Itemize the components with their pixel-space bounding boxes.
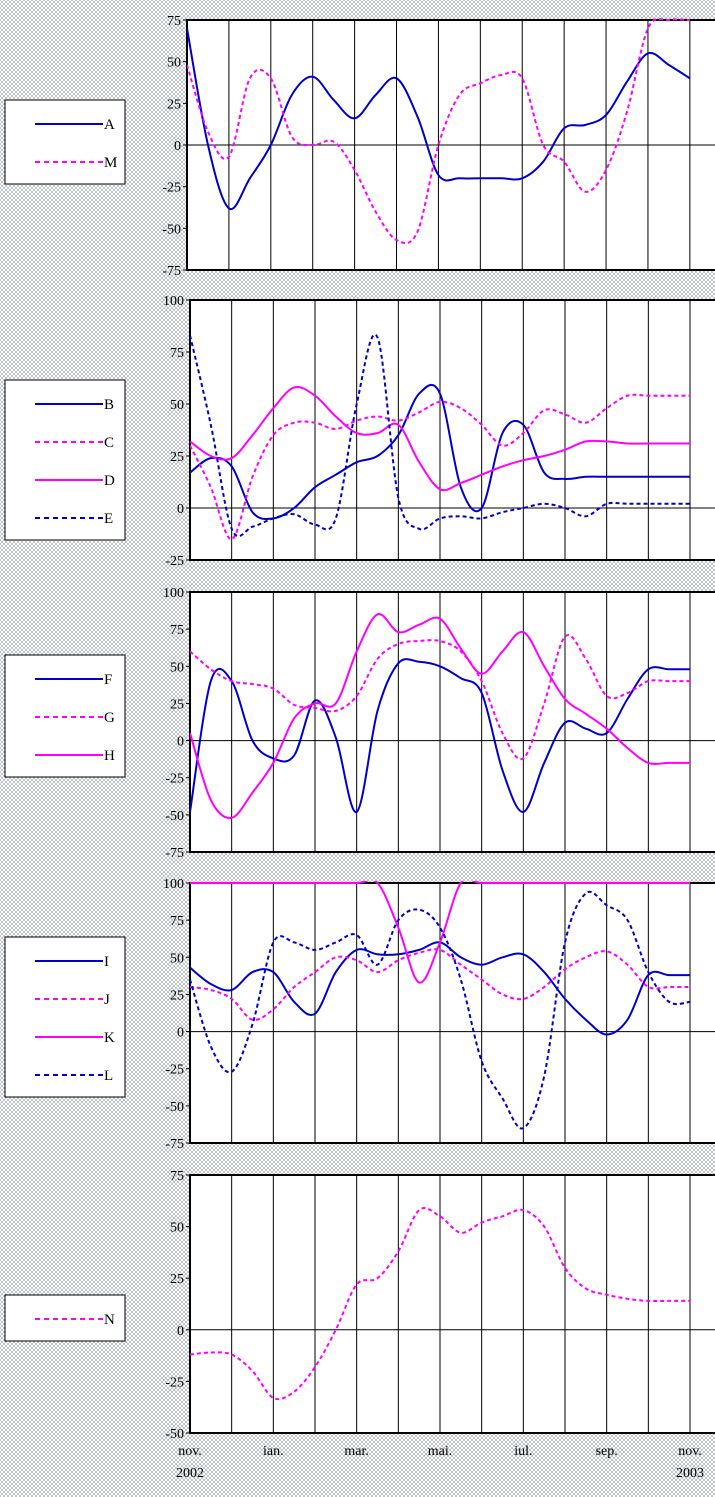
y-tick-label: 100 (163, 586, 184, 601)
y-tick-label: 50 (167, 56, 181, 71)
y-tick-label: -75 (162, 264, 181, 279)
y-tick-label: 75 (170, 623, 184, 638)
legend-label-F: F (104, 672, 112, 688)
x-tick-label: mar. (344, 1444, 369, 1459)
y-tick-label: 0 (177, 502, 184, 517)
legend-label-J: J (104, 992, 110, 1008)
y-tick-label: -25 (165, 1375, 184, 1390)
x-tick-label: iul. (514, 1444, 532, 1459)
series-line-D (190, 385, 690, 492)
x-tick-year-label: 2003 (676, 1466, 704, 1481)
legend: F G H (4, 654, 126, 778)
y-tick-label: 25 (170, 988, 184, 1003)
legend-box (4, 379, 126, 541)
plot-frame (189, 591, 715, 853)
y-tick-label: 0 (174, 139, 181, 154)
legend-label-A: A (104, 117, 115, 133)
y-tick-label: -50 (165, 1100, 184, 1115)
y-tick-label: 25 (167, 97, 181, 112)
y-tick-label: -50 (165, 809, 184, 824)
legend-label-E: E (104, 511, 113, 527)
series-line-H (190, 613, 690, 819)
y-tick-label: 50 (170, 1221, 184, 1236)
series-line-C (190, 393, 690, 541)
x-tick-label: mai. (428, 1444, 453, 1459)
x-tick-label: sep. (596, 1444, 618, 1459)
legend-label-N: N (104, 1312, 115, 1328)
y-tick-label: 25 (170, 450, 184, 465)
chart-panel-2: -25 0 25 50 75 100 B C D E (4, 294, 715, 569)
y-tick-label: 25 (170, 697, 184, 712)
y-tick-label: 75 (170, 1169, 184, 1184)
y-tick-label: -75 (165, 1137, 184, 1152)
series-line-A (187, 28, 691, 211)
legend-box (4, 936, 126, 1098)
series-line-F (190, 658, 690, 813)
legend-label-H: H (104, 748, 115, 764)
y-tick-label: -25 (165, 554, 184, 569)
y-tick-label: -25 (162, 181, 181, 196)
y-tick-label: -75 (165, 846, 184, 861)
x-tick-label: ian. (263, 1444, 284, 1459)
legend: B C D E (4, 379, 126, 541)
plot-area (190, 883, 715, 1143)
y-tick-label: -50 (162, 222, 181, 237)
legend-box (4, 1294, 126, 1342)
y-tick-label: 100 (163, 877, 184, 892)
plot-frame (189, 1174, 715, 1434)
plot-frame (189, 882, 715, 1144)
series-line-K (190, 881, 690, 984)
y-tick-label: 75 (170, 346, 184, 361)
y-tick-label: 50 (170, 660, 184, 675)
plot-area (190, 592, 715, 852)
y-tick-label: 75 (170, 914, 184, 929)
y-tick-label: 75 (167, 14, 181, 29)
y-tick-label: 25 (170, 1272, 184, 1287)
series-line-G (190, 633, 690, 761)
legend-label-K: K (104, 1030, 115, 1046)
legend-label-L: L (104, 1068, 113, 1084)
legend-label-C: C (104, 435, 114, 451)
legend-label-B: B (104, 397, 114, 413)
y-tick-label: 50 (170, 951, 184, 966)
y-tick-label: 50 (170, 398, 184, 413)
y-tick-label: 0 (177, 1026, 184, 1041)
plot-area (190, 300, 715, 560)
x-tick-year-label: 2002 (176, 1466, 204, 1481)
series-line-L (190, 890, 691, 1130)
chart-panel-4: -75 -50 -25 0 25 50 75 100 I J K L (4, 877, 715, 1152)
y-tick-label: -25 (165, 772, 184, 787)
y-tick-label: -50 (165, 1427, 184, 1442)
x-tick-label: nov. (178, 1444, 202, 1459)
x-tick-label: nov. (678, 1444, 702, 1459)
legend-label-I: I (104, 954, 109, 970)
legend-label-M: M (104, 155, 117, 171)
y-tick-label: 0 (177, 1324, 184, 1339)
y-tick-label: -25 (165, 1063, 184, 1078)
legend: AM (4, 99, 126, 185)
plot-area (190, 1175, 715, 1433)
legend-label-D: D (104, 473, 115, 489)
legend-label-G: G (104, 710, 115, 726)
plot-frame (189, 299, 715, 561)
y-tick-label: 100 (163, 294, 184, 309)
legend-box (4, 99, 126, 185)
series-line-N (190, 1207, 690, 1401)
legend: I J K L (4, 936, 126, 1098)
chart-panel-3: -75 -50 -25 0 25 50 75 100 F G H (4, 586, 715, 861)
legend: N (4, 1294, 126, 1342)
y-tick-label: 0 (177, 735, 184, 750)
